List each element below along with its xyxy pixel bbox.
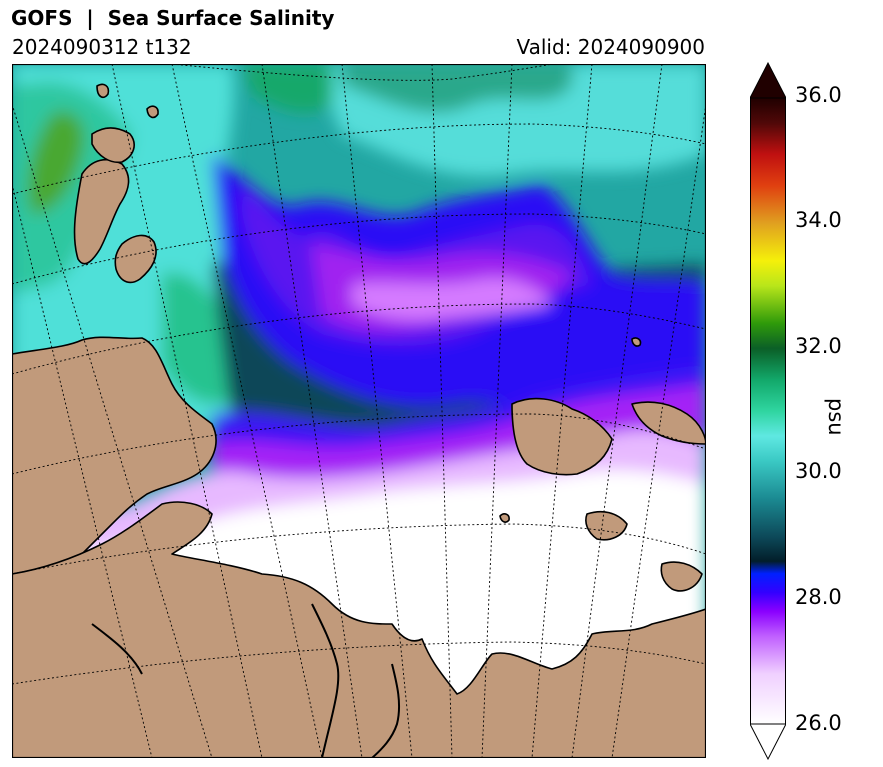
colorbar-tick-30: 30.0 [795, 459, 842, 483]
run-label: 2024090312 t132 [12, 35, 192, 59]
colorbar-tick-26: 26.0 [795, 711, 842, 735]
colorbar-tick-32: 32.0 [795, 334, 842, 358]
colorbar [749, 61, 792, 761]
rivers [91, 603, 401, 758]
plot-title: GOFS | Sea Surface Salinity [11, 6, 335, 30]
land-masses [12, 83, 706, 758]
colorbar-tick-28: 28.0 [795, 585, 842, 609]
graticule [12, 64, 706, 758]
valid-label: Valid: 2024090900 [516, 35, 705, 59]
colorbar-tick-36: 36.0 [795, 83, 842, 107]
colorbar-label: psu [824, 398, 848, 436]
colorbar-tick-34: 34.0 [795, 208, 842, 232]
salinity-map [12, 64, 706, 758]
map-frame [12, 64, 706, 758]
